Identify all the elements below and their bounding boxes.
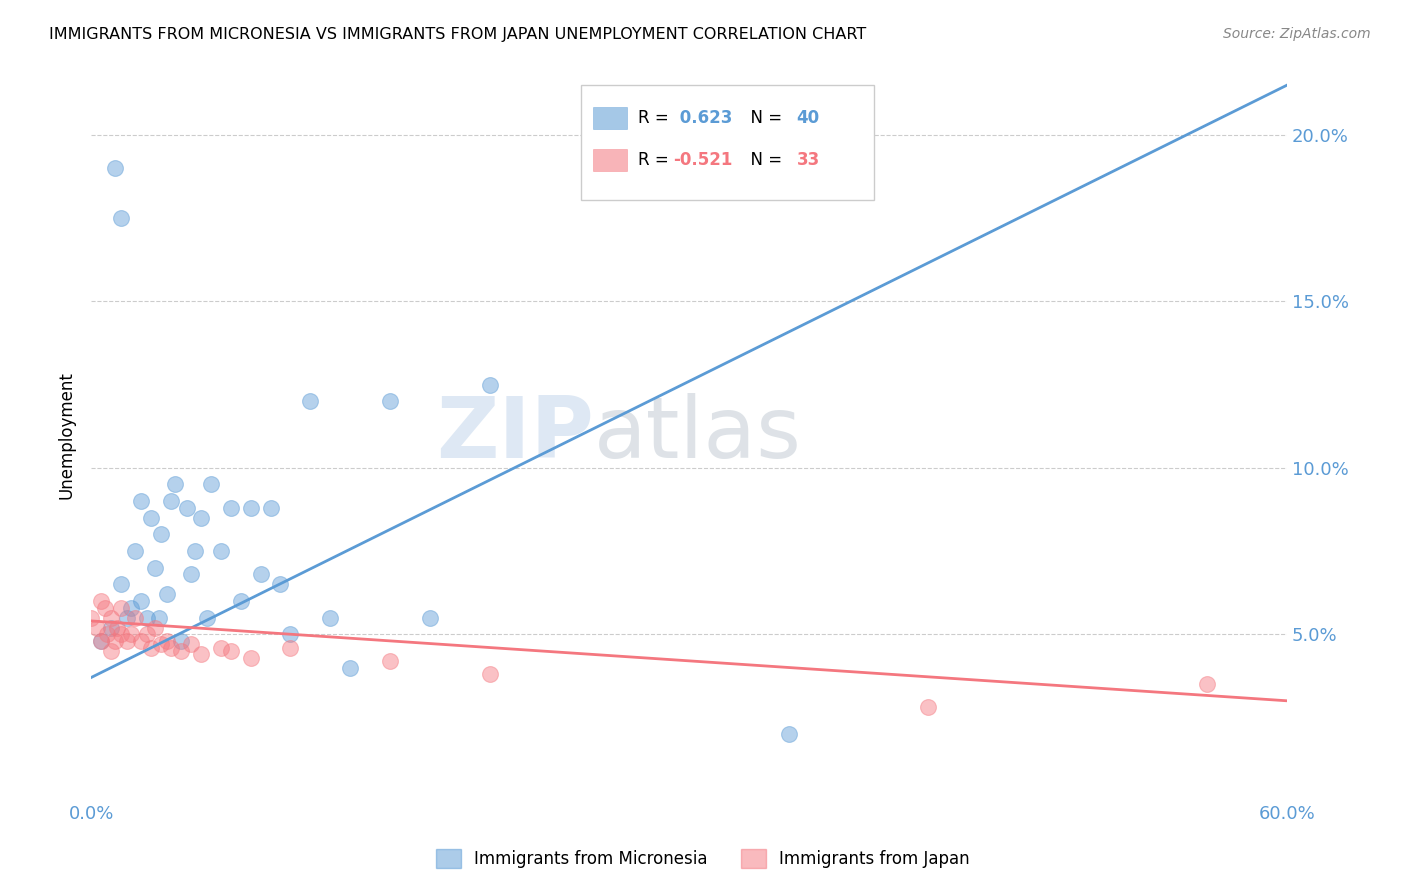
Point: [478, 377, 501, 392]
Point: [149, 527, 172, 541]
Point: [100, 610, 122, 624]
Bar: [593, 149, 627, 171]
Point: [176, 500, 198, 515]
Point: [378, 654, 401, 668]
Point: [129, 633, 152, 648]
Point: [139, 510, 162, 524]
Point: [80, 610, 103, 624]
Point: [219, 644, 242, 658]
Point: [129, 494, 152, 508]
Point: [94, 600, 117, 615]
Point: [136, 610, 159, 624]
Text: ZIP: ZIP: [436, 393, 593, 476]
Point: [115, 610, 138, 624]
Point: [259, 500, 281, 515]
Point: [249, 567, 271, 582]
Point: [100, 644, 122, 658]
Point: [219, 500, 242, 515]
Text: atlas: atlas: [593, 393, 801, 476]
Point: [239, 500, 262, 515]
Text: 33: 33: [797, 151, 820, 169]
Point: [170, 633, 193, 648]
Point: [200, 477, 222, 491]
Point: [124, 610, 146, 624]
Text: 0.623: 0.623: [673, 109, 733, 127]
Text: 40: 40: [797, 109, 820, 127]
Point: [239, 650, 262, 665]
Point: [299, 394, 322, 409]
Point: [104, 161, 127, 176]
Point: [280, 627, 302, 641]
Point: [917, 700, 939, 714]
Point: [778, 727, 800, 741]
Point: [209, 640, 232, 655]
Point: [319, 610, 342, 624]
Point: [339, 660, 361, 674]
Point: [90, 633, 112, 648]
Point: [209, 544, 232, 558]
Point: [160, 640, 183, 655]
Text: N =: N =: [741, 109, 787, 127]
Point: [120, 600, 142, 615]
Point: [1197, 677, 1219, 691]
Point: [148, 610, 170, 624]
Point: [136, 627, 159, 641]
Point: [105, 621, 128, 635]
Text: -0.521: -0.521: [673, 151, 733, 169]
Point: [90, 594, 112, 608]
Point: [100, 621, 122, 635]
Point: [280, 640, 302, 655]
Point: [184, 544, 207, 558]
Point: [156, 587, 179, 601]
Point: [478, 667, 501, 681]
Text: IMMIGRANTS FROM MICRONESIA VS IMMIGRANTS FROM JAPAN UNEMPLOYMENT CORRELATION CHA: IMMIGRANTS FROM MICRONESIA VS IMMIGRANTS…: [49, 27, 866, 42]
Point: [378, 394, 401, 409]
Point: [190, 510, 212, 524]
Text: R =: R =: [638, 151, 673, 169]
Point: [129, 594, 152, 608]
FancyBboxPatch shape: [582, 85, 875, 201]
Point: [180, 567, 202, 582]
Point: [163, 477, 186, 491]
Point: [139, 640, 162, 655]
Point: [110, 577, 132, 591]
Legend: Immigrants from Micronesia, Immigrants from Japan: Immigrants from Micronesia, Immigrants f…: [429, 843, 977, 875]
Point: [120, 627, 142, 641]
Point: [86, 621, 108, 635]
Point: [156, 633, 179, 648]
Point: [170, 644, 193, 658]
Point: [190, 647, 212, 661]
Point: [149, 637, 172, 651]
Point: [104, 633, 127, 648]
Point: [110, 627, 132, 641]
Point: [160, 494, 183, 508]
Point: [180, 637, 202, 651]
Point: [229, 594, 252, 608]
Point: [90, 633, 112, 648]
Text: Source: ZipAtlas.com: Source: ZipAtlas.com: [1223, 27, 1371, 41]
Point: [124, 544, 146, 558]
Text: N =: N =: [741, 151, 787, 169]
Text: R =: R =: [638, 109, 673, 127]
Point: [419, 610, 441, 624]
Y-axis label: Unemployment: Unemployment: [58, 371, 75, 499]
Point: [96, 627, 118, 641]
Point: [143, 621, 166, 635]
Point: [115, 633, 138, 648]
Bar: [593, 107, 627, 129]
Point: [269, 577, 291, 591]
Point: [195, 610, 218, 624]
Point: [143, 560, 166, 574]
Point: [110, 600, 132, 615]
Point: [110, 211, 132, 226]
